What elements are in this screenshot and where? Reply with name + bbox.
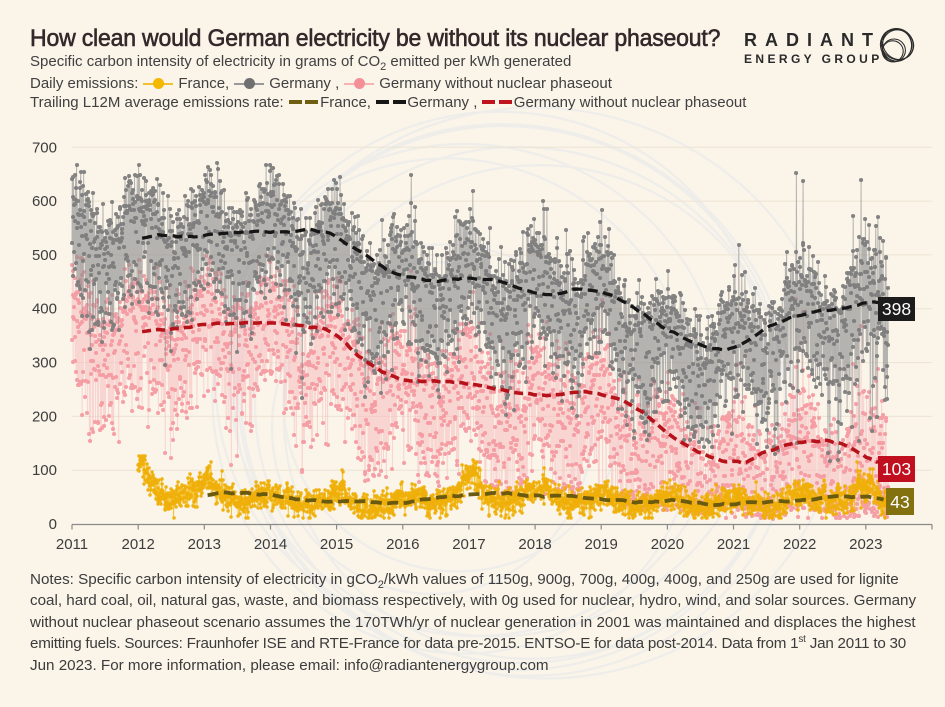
svg-text:0: 0 bbox=[49, 516, 57, 533]
svg-text:2011: 2011 bbox=[56, 536, 88, 553]
svg-text:400: 400 bbox=[32, 301, 57, 318]
svg-text:700: 700 bbox=[32, 139, 57, 156]
svg-text:43: 43 bbox=[890, 492, 909, 512]
svg-text:600: 600 bbox=[32, 193, 57, 210]
svg-text:2013: 2013 bbox=[188, 536, 221, 553]
svg-text:2016: 2016 bbox=[386, 536, 419, 553]
svg-text:2017: 2017 bbox=[452, 536, 485, 553]
svg-text:2020: 2020 bbox=[651, 536, 684, 553]
svg-text:103: 103 bbox=[882, 459, 911, 479]
svg-text:2021: 2021 bbox=[717, 536, 750, 553]
svg-text:2012: 2012 bbox=[122, 536, 155, 553]
svg-text:398: 398 bbox=[882, 299, 911, 319]
svg-text:2023: 2023 bbox=[849, 536, 882, 553]
svg-text:500: 500 bbox=[32, 247, 57, 264]
svg-text:2018: 2018 bbox=[518, 536, 551, 553]
svg-text:2022: 2022 bbox=[783, 536, 816, 553]
svg-text:2019: 2019 bbox=[585, 536, 618, 553]
svg-text:200: 200 bbox=[32, 408, 57, 425]
svg-text:100: 100 bbox=[32, 462, 57, 479]
svg-text:2015: 2015 bbox=[320, 536, 353, 553]
svg-text:2014: 2014 bbox=[254, 536, 287, 553]
svg-text:300: 300 bbox=[32, 355, 57, 372]
